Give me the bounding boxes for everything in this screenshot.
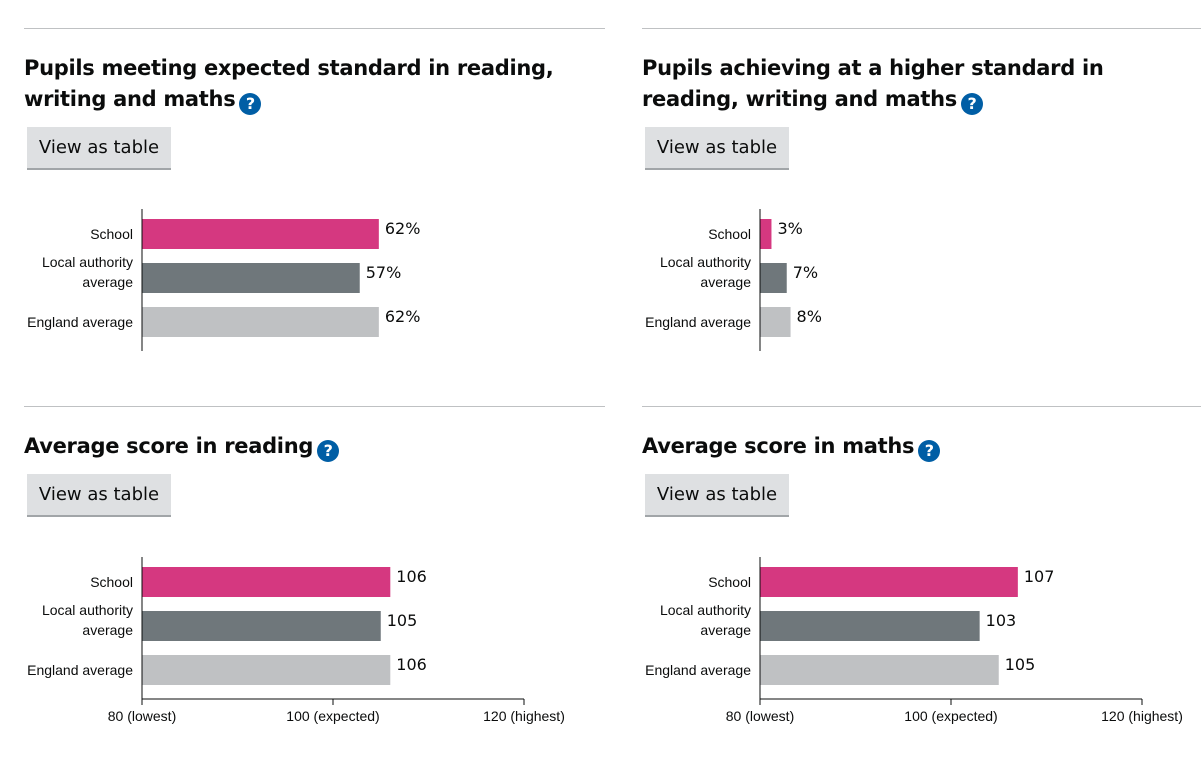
bar-school bbox=[142, 219, 379, 249]
bar-local-authority bbox=[760, 263, 787, 293]
view-as-table-button[interactable]: View as table bbox=[645, 474, 789, 515]
question-mark-icon[interactable]: ? bbox=[960, 93, 983, 115]
panel-title-text: Average score in maths bbox=[642, 434, 915, 458]
bar-chart: 62% School 57% Local authority average 62% Eng… bbox=[27, 209, 421, 351]
category-label-local-authority: Local authority average bbox=[660, 254, 751, 290]
view-as-table-button[interactable]: View as table bbox=[27, 127, 171, 168]
value-label-england: 62% bbox=[385, 307, 421, 326]
x-tick-label: 80 (lowest) bbox=[726, 708, 794, 724]
panel-title: Average score in maths? bbox=[642, 431, 1201, 462]
panel-maths-score: Average score in maths? View as table 10… bbox=[642, 406, 1201, 747]
panel-reading-score: Average score in reading? View as table … bbox=[24, 406, 605, 747]
bar-chart: 107 School 103 Local authority average 105 Eng… bbox=[645, 557, 1183, 724]
category-label-school: School bbox=[708, 226, 751, 242]
value-label-england: 105 bbox=[1005, 655, 1036, 674]
value-label-local-authority: 7% bbox=[793, 263, 818, 282]
category-label-local-authority: Local authority average bbox=[42, 602, 133, 638]
x-tick-label: 80 (lowest) bbox=[108, 708, 176, 724]
bar-chart: 3% School 7% Local authority average 8% Englan… bbox=[645, 209, 822, 351]
question-mark-icon[interactable]: ? bbox=[239, 93, 262, 115]
category-label-england: England average bbox=[27, 662, 133, 678]
x-tick-label: 100 (expected) bbox=[286, 708, 379, 724]
view-as-table-button[interactable]: View as table bbox=[645, 127, 789, 168]
bar-chart: 106 School 105 Local authority average 106 Eng… bbox=[27, 557, 565, 724]
panel-title-text: Pupils meeting expected standard in read… bbox=[24, 56, 554, 111]
value-label-school: 107 bbox=[1024, 567, 1055, 586]
category-label-school: School bbox=[90, 226, 133, 242]
value-label-school: 62% bbox=[385, 219, 421, 238]
panel-title: Average score in reading? bbox=[24, 431, 605, 462]
category-label-local-authority: Local authority average bbox=[660, 602, 751, 638]
bar-local-authority bbox=[142, 611, 381, 641]
panel-title: Pupils meeting expected standard in read… bbox=[24, 53, 605, 115]
bar-england bbox=[760, 655, 999, 685]
value-label-england: 8% bbox=[797, 307, 822, 326]
view-as-table-button[interactable]: View as table bbox=[27, 474, 171, 515]
bar-school bbox=[760, 567, 1018, 597]
category-label-local-authority: Local authority average bbox=[42, 254, 133, 290]
question-mark-icon[interactable]: ? bbox=[317, 440, 340, 462]
value-label-school: 3% bbox=[777, 219, 802, 238]
bar-england bbox=[142, 655, 391, 685]
x-tick-label: 100 (expected) bbox=[904, 708, 997, 724]
panel-expected-standard: Pupils meeting expected standard in read… bbox=[24, 28, 605, 389]
bar-england bbox=[760, 307, 791, 337]
bar-school bbox=[760, 219, 772, 249]
x-tick-label: 120 (highest) bbox=[1101, 708, 1183, 724]
value-label-local-authority: 103 bbox=[986, 611, 1017, 630]
value-label-local-authority: 105 bbox=[387, 611, 418, 630]
question-mark-icon[interactable]: ? bbox=[918, 440, 941, 462]
panel-higher-standard: Pupils achieving at a higher standard in… bbox=[642, 28, 1201, 389]
value-label-england: 106 bbox=[396, 655, 427, 674]
bar-school bbox=[142, 567, 391, 597]
category-label-england: England average bbox=[645, 662, 751, 678]
panel-title-text: Average score in reading bbox=[24, 434, 314, 458]
x-tick-label: 120 (highest) bbox=[483, 708, 565, 724]
bar-local-authority bbox=[142, 263, 360, 293]
category-label-england: England average bbox=[27, 314, 133, 330]
value-label-local-authority: 57% bbox=[366, 263, 402, 282]
category-label-england: England average bbox=[645, 314, 751, 330]
bar-local-authority bbox=[760, 611, 980, 641]
bar-england bbox=[142, 307, 379, 337]
panel-title: Pupils achieving at a higher standard in… bbox=[642, 53, 1201, 115]
category-label-school: School bbox=[708, 574, 751, 590]
value-label-school: 106 bbox=[396, 567, 427, 586]
panel-title-text: Pupils achieving at a higher standard in… bbox=[642, 56, 1104, 111]
category-label-school: School bbox=[90, 574, 133, 590]
